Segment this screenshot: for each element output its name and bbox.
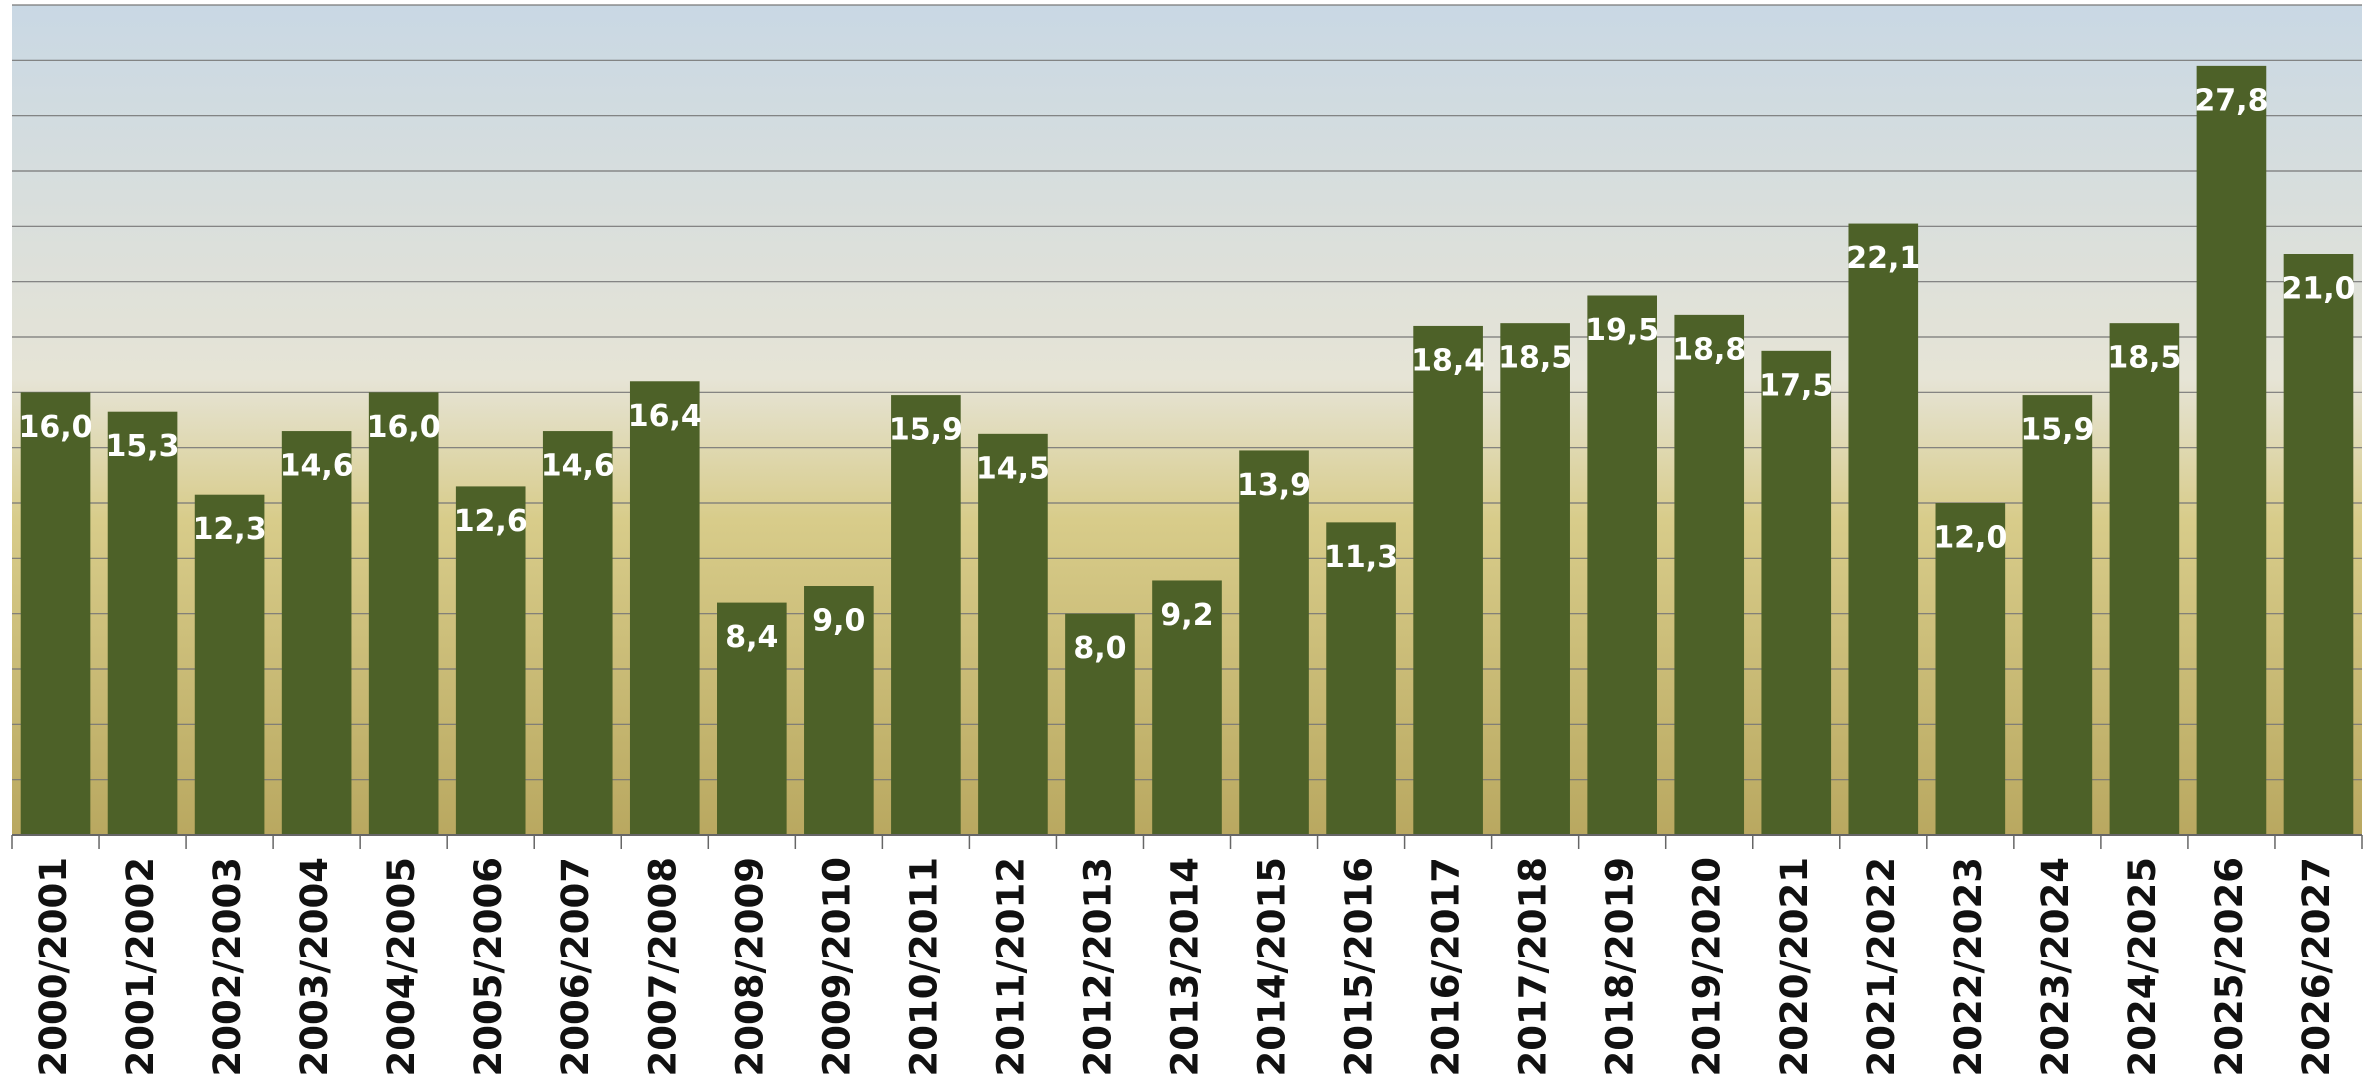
value-label: 11,3	[1324, 540, 1398, 575]
bar	[1500, 323, 1570, 835]
value-label: 16,0	[367, 410, 441, 445]
value-label: 18,5	[2107, 341, 2181, 376]
bar	[891, 395, 961, 835]
x-tick-label: 2026/2027	[2295, 857, 2338, 1076]
x-tick-label: 2021/2022	[1860, 857, 1903, 1076]
value-label: 14,6	[541, 449, 615, 484]
x-tick-label: 2023/2024	[2034, 857, 2077, 1076]
value-label: 9,2	[1160, 598, 1213, 633]
bar	[804, 586, 874, 835]
bar	[455, 486, 526, 835]
bar	[20, 392, 91, 835]
x-tick-label: 2005/2006	[467, 857, 510, 1076]
x-tick-label: 2012/2013	[1076, 857, 1119, 1076]
bar	[2283, 254, 2354, 835]
x-tick-label: 2007/2008	[641, 857, 684, 1076]
value-label: 15,9	[889, 413, 963, 448]
value-label: 19,5	[1585, 313, 1659, 348]
x-tick-label: 2003/2004	[293, 857, 336, 1076]
value-label: 13,9	[1237, 468, 1311, 503]
x-tick-label: 2019/2020	[1686, 857, 1729, 1076]
bar	[1848, 223, 1919, 836]
value-label: 16,4	[628, 399, 702, 434]
value-label: 17,5	[1759, 368, 1833, 403]
value-label: 18,5	[1498, 341, 1572, 376]
value-label: 18,8	[1672, 332, 1746, 367]
x-tick-label: 2022/2023	[1947, 857, 1990, 1076]
value-label: 8,0	[1073, 631, 1126, 666]
x-tick-label: 2017/2018	[1512, 857, 1555, 1076]
value-label: 12,3	[193, 512, 267, 547]
bar	[2022, 395, 2093, 835]
x-tick-label: 2000/2001	[32, 857, 75, 1076]
value-label: 9,0	[812, 604, 865, 639]
x-tick-label: 2004/2005	[380, 857, 423, 1076]
x-tick-label: 2011/2012	[989, 857, 1032, 1076]
value-label: 12,0	[1933, 521, 2007, 556]
value-label: 16,0	[19, 410, 93, 445]
bar	[629, 381, 700, 835]
x-tick-label: 2025/2026	[2208, 857, 2251, 1076]
bar	[1587, 295, 1657, 835]
bar	[281, 431, 352, 835]
value-label: 12,6	[454, 504, 528, 539]
bar	[2196, 65, 2267, 835]
value-label: 8,4	[725, 620, 778, 655]
bar	[1065, 613, 1135, 835]
bar	[1935, 503, 2006, 835]
x-tick-label: 2018/2019	[1599, 857, 1642, 1076]
x-tick-label: 2020/2021	[1773, 857, 1816, 1076]
bar	[717, 602, 787, 835]
value-label: 18,4	[1411, 343, 1485, 378]
bar	[542, 431, 613, 835]
value-label: 27,8	[2194, 83, 2268, 118]
x-tick-label: 2006/2007	[554, 857, 597, 1076]
bar	[1326, 522, 1396, 835]
x-tick-label: 2013/2014	[1164, 857, 1207, 1076]
x-tick-label: 2002/2003	[206, 857, 249, 1076]
bar	[2109, 323, 2180, 835]
value-label: 15,9	[2020, 413, 2094, 448]
bar	[107, 411, 178, 835]
bar	[1761, 350, 1832, 835]
x-tick-label: 2009/2010	[815, 857, 858, 1076]
bar	[1674, 314, 1745, 835]
bar	[368, 392, 439, 835]
x-tick-label: 2016/2017	[1425, 857, 1468, 1076]
bar	[978, 433, 1048, 835]
bar	[1152, 580, 1222, 835]
value-label: 14,5	[976, 451, 1050, 486]
bar	[194, 494, 265, 835]
x-tick-label: 2014/2015	[1251, 857, 1294, 1076]
x-tick-label: 2008/2009	[728, 857, 771, 1076]
value-label: 22,1	[1846, 241, 1920, 276]
x-tick-label: 2010/2011	[902, 857, 945, 1076]
bar	[1413, 325, 1483, 835]
x-tick-label: 2001/2002	[119, 857, 162, 1076]
value-label: 14,6	[280, 449, 354, 484]
bar	[1239, 450, 1309, 835]
x-tick-label: 2024/2025	[2121, 857, 2164, 1076]
value-label: 15,3	[106, 429, 180, 464]
value-label: 21,0	[2281, 272, 2355, 307]
x-tick-label: 2015/2016	[1338, 857, 1381, 1076]
